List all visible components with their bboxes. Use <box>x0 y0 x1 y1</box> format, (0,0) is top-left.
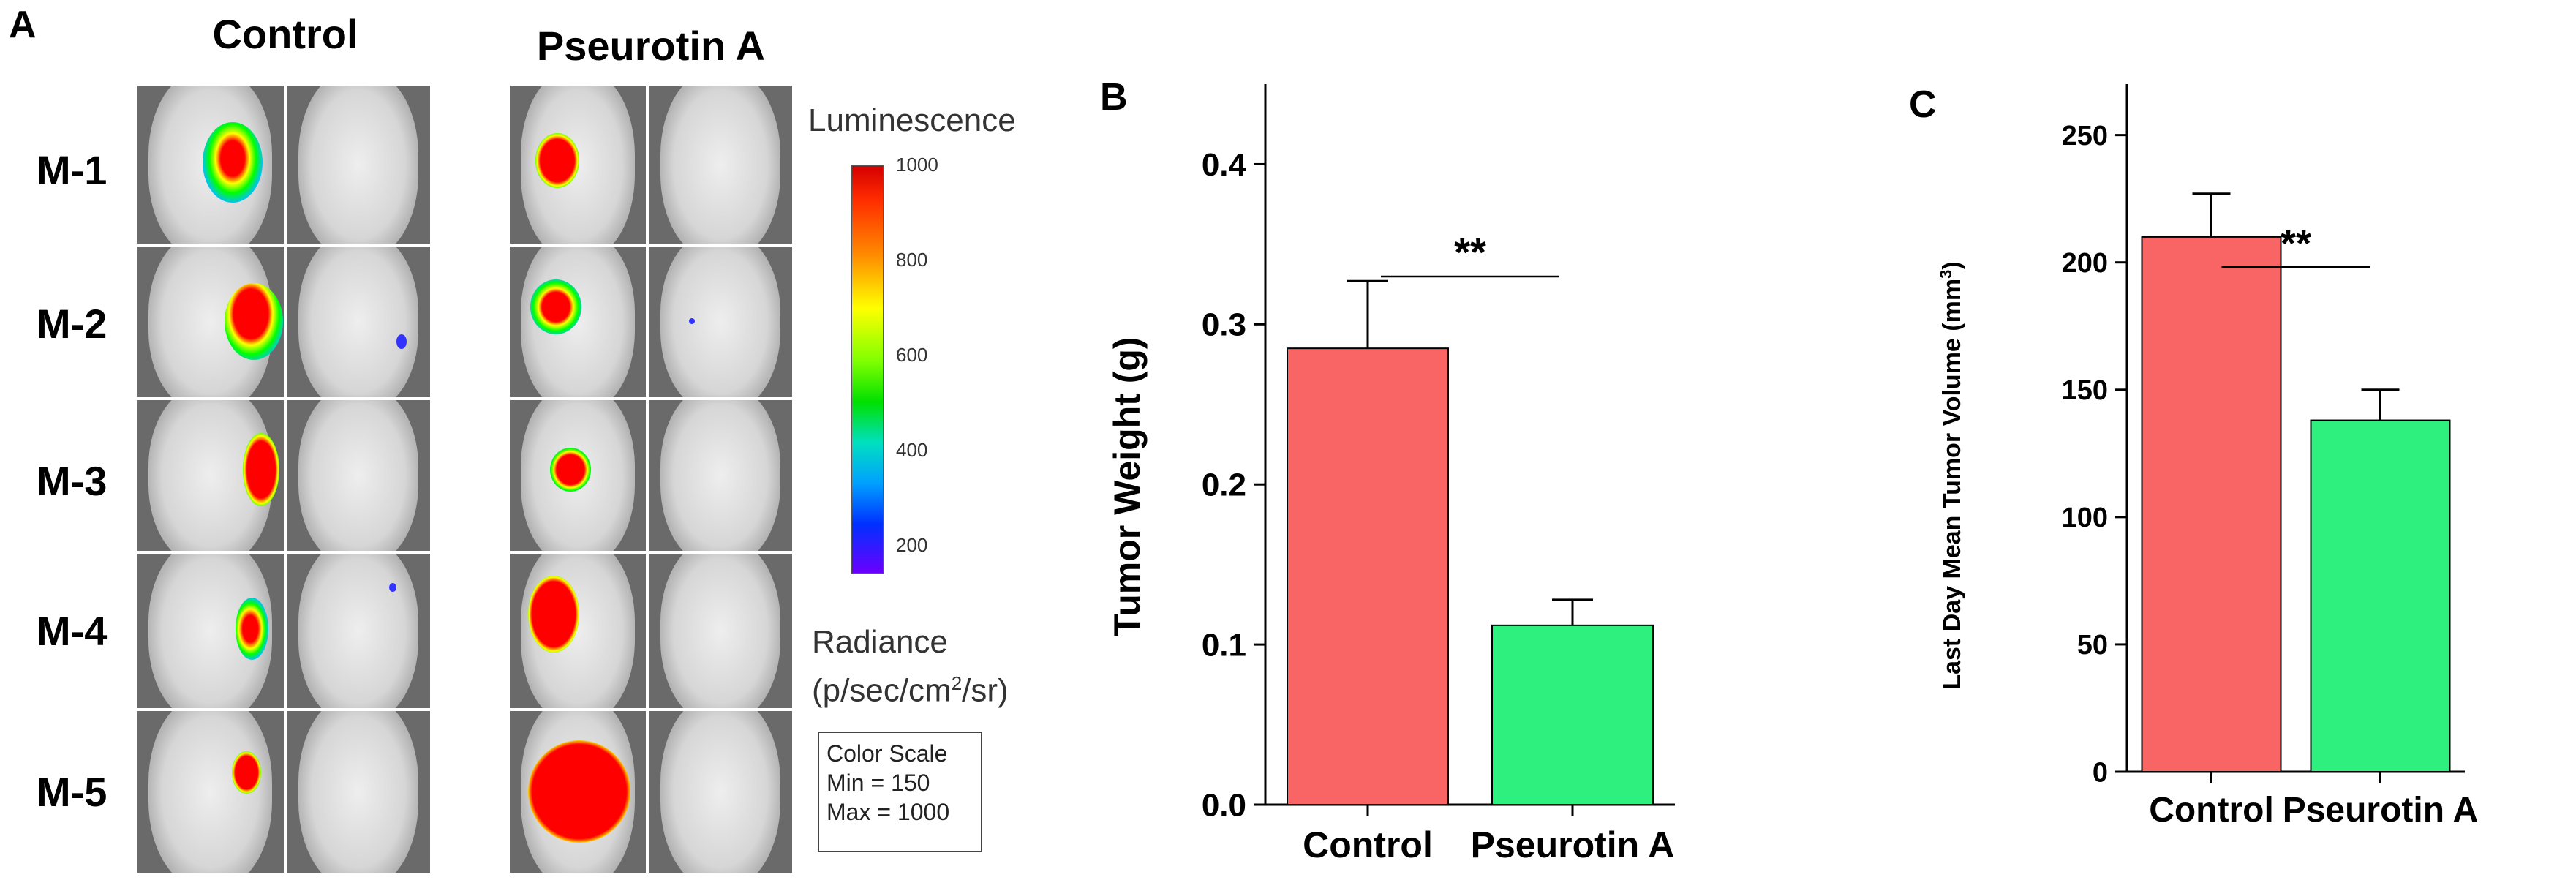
significance-label: ** <box>1454 229 1486 275</box>
luminescence-signal <box>535 133 579 188</box>
luminescence-signal <box>528 740 630 843</box>
x-tick-label: Pseurotin A <box>1471 824 1675 865</box>
bar-pseurotin-a <box>1491 624 1654 805</box>
color-scale-min: Min = 150 <box>826 770 930 796</box>
panel-b-ylabel: Tumor Weight (g) <box>1107 337 1148 636</box>
colorbar-tick-1000: 1000 <box>896 154 938 176</box>
y-tick-label: 0.3 <box>1202 307 1246 343</box>
row-label-m2: M-2 <box>37 301 108 347</box>
panel-b-letter: B <box>1100 76 1128 119</box>
y-tick-label: 0.1 <box>1202 628 1246 663</box>
x-tick-label: Control <box>2149 791 2274 830</box>
pseurotin-m1-ventral-image <box>508 84 647 245</box>
luminescence-signal <box>550 448 591 492</box>
control-m1-dorsal-image <box>285 84 432 245</box>
x-tick-label: Pseurotin A <box>2283 791 2479 830</box>
luminescence-signal <box>225 283 283 360</box>
radiance-label: Radiance (p/sec/cm2/sr) <box>812 622 1009 712</box>
panel-c-chart: C Last Day Mean Tumor Volume (mm3) 0 50 10… <box>1909 83 2479 830</box>
panel-b-plot: 0.0 0.1 0.2 0.3 0.4 Control Pseurotin A ** <box>1202 84 1675 865</box>
control-m5-dorsal-image <box>285 710 432 874</box>
row-label-m5: M-5 <box>37 769 108 815</box>
colorbar-tick-400: 400 <box>896 439 928 461</box>
control-m1-ventral-image <box>135 84 285 245</box>
panel-b-chart: B Tumor Weight (g) 0.0 0.1 0.2 0.3 0.4 Contro… <box>1100 76 1675 865</box>
luminescence-signal <box>236 598 268 660</box>
luminescence-signal <box>232 751 261 794</box>
pseurotin-m4-ventral-image <box>508 552 647 710</box>
significance-label: ** <box>2281 222 2311 266</box>
panel-a-letter: A <box>9 4 37 46</box>
color-scale-max: Max = 1000 <box>826 799 950 825</box>
group-title-control: Control <box>212 11 358 57</box>
colorbar-tick-800: 800 <box>896 249 928 271</box>
y-tick-label: 150 <box>2062 375 2108 406</box>
luminescence-signal <box>530 279 581 334</box>
bar-control <box>1287 347 1449 805</box>
radiance-units: (p/sec/cm2/sr) <box>812 672 1009 709</box>
control-m2-ventral-image <box>135 245 285 399</box>
color-scale-label: Color Scale <box>826 740 948 767</box>
bar-control <box>2141 236 2282 772</box>
x-tick-label: Control <box>1303 824 1433 865</box>
row-label-m4: M-4 <box>37 608 108 654</box>
y-tick-label: 50 <box>2077 630 2108 661</box>
colorbar-tick-600: 600 <box>896 344 928 366</box>
pseurotin-m4-dorsal-image <box>647 552 794 710</box>
pseurotin-m1-dorsal-image <box>647 84 794 245</box>
y-tick-label: 0.4 <box>1202 147 1247 183</box>
bar-pseurotin-a <box>2310 419 2451 772</box>
control-m3-ventral-image <box>135 399 285 552</box>
luminescence-signal <box>396 334 407 349</box>
luminescence-signal <box>203 122 263 203</box>
luminescence-signal <box>689 318 695 324</box>
pseurotin-m5-dorsal-image <box>647 710 794 874</box>
panel-c-letter: C <box>1909 83 1937 126</box>
y-tick-label: 200 <box>2062 248 2108 279</box>
y-tick-label: 0.2 <box>1202 467 1246 503</box>
control-m4-ventral-image <box>135 552 285 710</box>
control-m3-dorsal-image <box>285 399 432 552</box>
luminescence-title: Luminescence <box>808 102 1016 138</box>
row-label-m3: M-3 <box>37 458 108 504</box>
control-m2-dorsal-image <box>285 245 432 399</box>
row-label-m1: M-1 <box>37 147 108 193</box>
panel-c-plot: 0 50 100 150 200 250 Control Pseurotin A ** <box>2062 84 2479 830</box>
luminescence-signal <box>389 583 396 592</box>
control-m4-dorsal-image <box>285 552 432 710</box>
y-tick-label: 250 <box>2062 121 2108 151</box>
y-tick-label: 100 <box>2062 503 2108 533</box>
pseurotin-m2-ventral-image <box>508 245 647 399</box>
pseurotin-m3-ventral-image <box>508 399 647 552</box>
color-scale-box: Color Scale Min = 150 Max = 1000 <box>818 732 982 852</box>
colorbar-tick-200: 200 <box>896 534 928 556</box>
panel-c-ylabel: Last Day Mean Tumor Volume (mm3) <box>1937 261 1966 689</box>
radiance-label-line1: Radiance <box>812 624 948 660</box>
luminescence-colorbar <box>851 165 884 574</box>
y-tick-label: 0 <box>2093 757 2108 788</box>
pseurotin-m5-ventral-image <box>508 710 647 874</box>
y-tick-label: 0.0 <box>1202 787 1246 823</box>
luminescence-signal <box>528 576 579 653</box>
control-m5-ventral-image <box>135 710 285 874</box>
pseurotin-m3-dorsal-image <box>647 399 794 552</box>
pseurotin-m2-dorsal-image <box>647 245 794 399</box>
luminescence-signal <box>243 433 279 506</box>
group-title-pseurotin: Pseurotin A <box>536 23 766 69</box>
